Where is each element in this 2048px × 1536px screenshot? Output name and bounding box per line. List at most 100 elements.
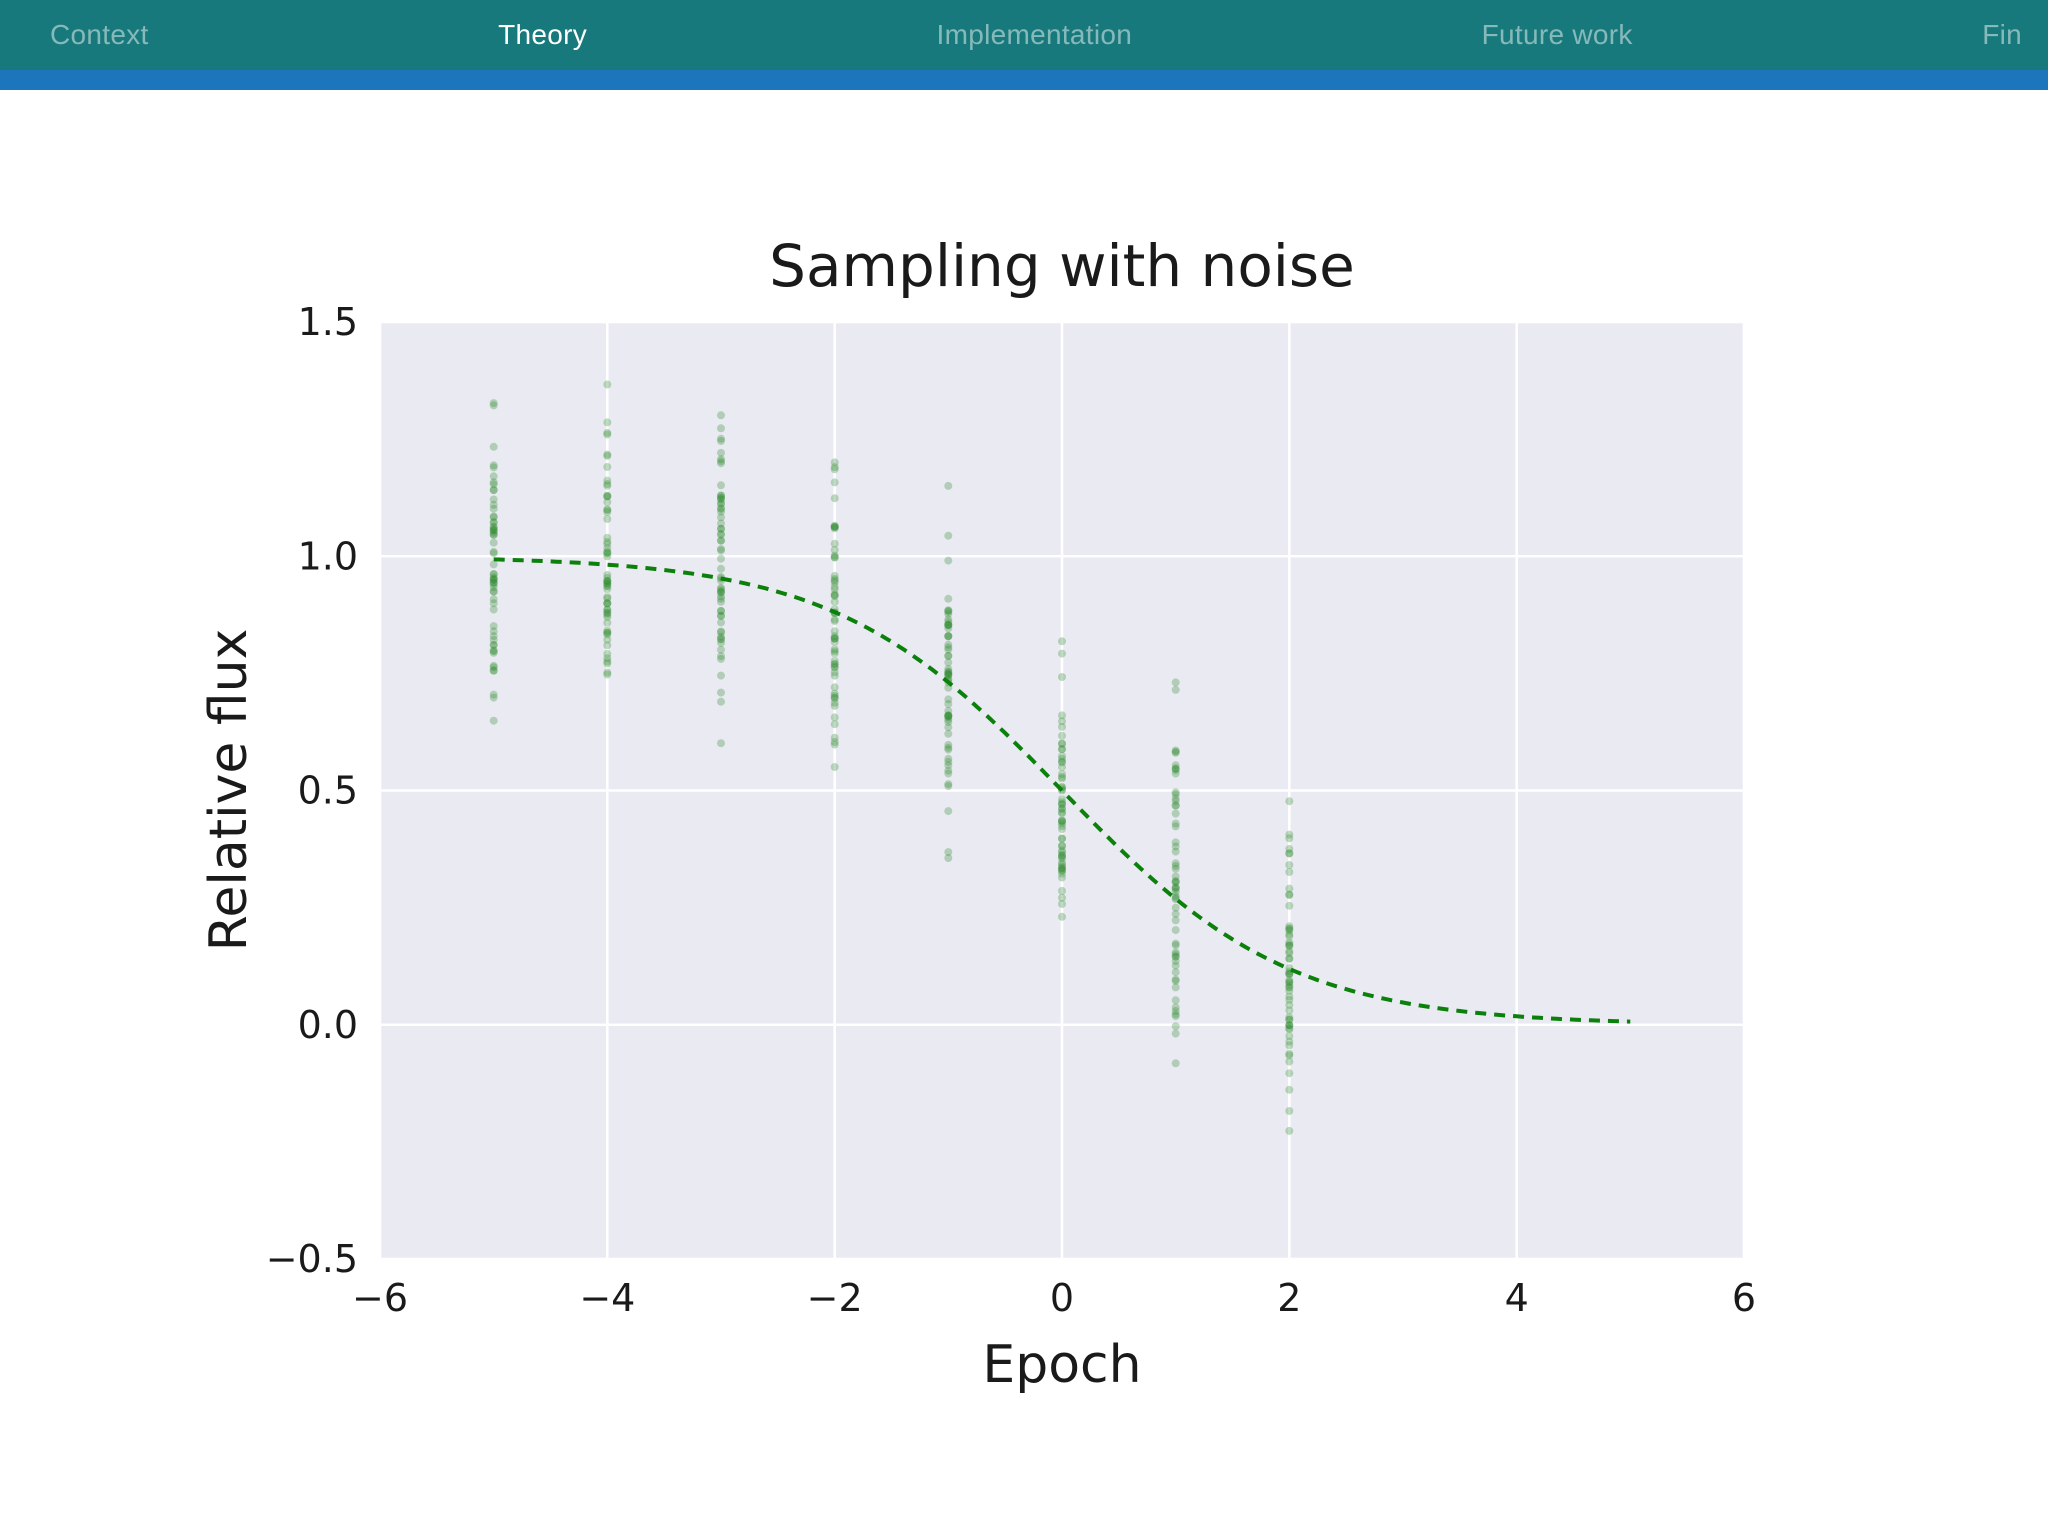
scatter-point (489, 528, 498, 537)
scatter-point (489, 512, 498, 521)
nav-item-context[interactable]: Context (50, 19, 149, 50)
scatter-point (830, 645, 839, 654)
scatter-point (830, 465, 839, 474)
scatter-point (717, 448, 725, 457)
scatter-point (1171, 952, 1180, 961)
scatter-point (1285, 849, 1294, 858)
scatter-point (830, 458, 839, 467)
nav-accent-strip (0, 70, 2048, 90)
model-curve-layer (493, 557, 1631, 1024)
scatter-point (1058, 853, 1066, 862)
scatter-point (489, 538, 498, 547)
scatter-point (1171, 685, 1180, 694)
scatter-point (830, 591, 839, 600)
scatter-point (1171, 788, 1180, 797)
scatter-point (717, 627, 725, 636)
scatter-point (1171, 766, 1180, 775)
nav-item-fin[interactable]: Fin (1982, 19, 2022, 50)
scatter-point (830, 539, 839, 548)
scatter-point (944, 671, 953, 679)
scatter-point (603, 533, 612, 542)
scatter-point (717, 546, 725, 555)
scatter-point (1171, 957, 1180, 966)
scatter-point (1058, 817, 1066, 826)
scatter-point (1058, 717, 1066, 726)
x-tick-label: 6 (1732, 1276, 1756, 1320)
scatter-point (603, 540, 612, 548)
nav-item-future-work[interactable]: Future work (1481, 19, 1633, 50)
scatter-point (603, 544, 612, 553)
scatter-point (1171, 893, 1180, 902)
scatter-point (830, 720, 839, 729)
scatter-point (717, 606, 725, 615)
scatter-point (1058, 795, 1066, 804)
scatter-point (489, 661, 498, 670)
scatter-point (603, 480, 612, 488)
scatter-point (1171, 842, 1180, 851)
scatter-point (1171, 884, 1180, 893)
scatter-point (603, 463, 612, 471)
scatter-point (489, 518, 498, 527)
scatter-point (1058, 773, 1066, 781)
scatter-point (944, 706, 953, 715)
chart-title: Sampling with noise (769, 232, 1355, 300)
scatter-point (489, 486, 498, 495)
scatter-point (717, 611, 725, 620)
y-tick-label: 1.5 (298, 300, 358, 344)
scatter-point (717, 654, 725, 663)
scatter-point (717, 592, 725, 601)
nav-item-implementation[interactable]: Implementation (936, 19, 1133, 50)
scatter-point (489, 530, 498, 539)
scatter-point (1171, 764, 1180, 773)
scatter-point (489, 576, 498, 584)
scatter-point (1171, 877, 1180, 886)
scatter-point (944, 556, 953, 565)
scatter-point (1285, 941, 1294, 950)
scatter-point (830, 662, 839, 671)
scatter-point (603, 659, 612, 668)
scatter-point (830, 637, 839, 646)
scatter-point (830, 671, 839, 680)
scatter-point (1285, 890, 1294, 899)
scatter-point (603, 506, 612, 515)
scatter-point (489, 646, 498, 655)
nav-item-theory[interactable]: Theory (498, 19, 588, 50)
scatter-point (944, 606, 953, 615)
scatter-point (1285, 845, 1294, 853)
scatter-point (717, 494, 725, 503)
scatter-point (1171, 1012, 1180, 1021)
scatter-point (944, 607, 953, 616)
scatter-point (603, 577, 612, 586)
scatter-point (944, 695, 953, 704)
scatter-point (1285, 980, 1294, 989)
scatter-point (1058, 758, 1066, 767)
scatter-point (489, 525, 498, 534)
scatter-point (830, 553, 839, 562)
scatter-point (1285, 1021, 1294, 1030)
scatter-point (1171, 819, 1180, 828)
scatter-point (1285, 986, 1294, 995)
scatter-point (830, 590, 839, 599)
scatter-point (1285, 1107, 1294, 1115)
scatter-point (717, 554, 725, 563)
scatter-point (717, 652, 725, 661)
scatter-point (944, 632, 953, 641)
scatter-point (603, 380, 612, 389)
scatter-point (489, 463, 498, 472)
scatter-point (944, 712, 953, 720)
scatter-point (944, 854, 953, 862)
scatter-point (1171, 916, 1180, 925)
scatter-point (489, 690, 498, 699)
scatter-point (603, 599, 612, 608)
scatter-point (603, 573, 612, 582)
scatter-point (1171, 939, 1180, 948)
scatter-point (944, 718, 953, 726)
scatter-point (1171, 678, 1180, 687)
scatter-point (1285, 797, 1294, 806)
scatter-point (944, 723, 953, 732)
scatter-point (603, 476, 612, 485)
scatter-point (1058, 739, 1066, 748)
scatter-point (489, 518, 498, 527)
scatter-point (1171, 878, 1180, 887)
scatter-point (1058, 825, 1066, 834)
